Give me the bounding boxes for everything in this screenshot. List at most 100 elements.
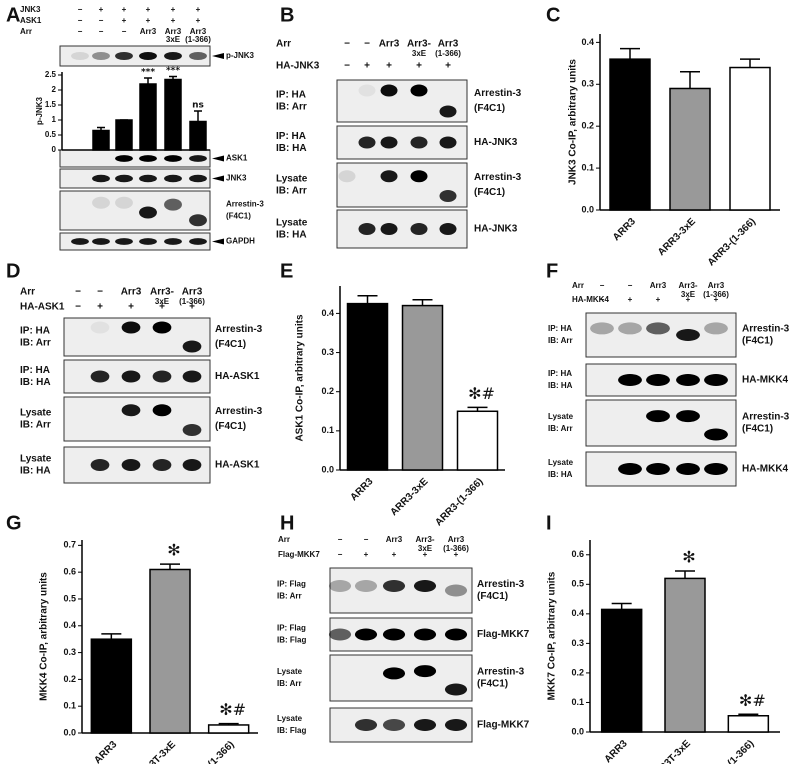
blot-strip — [585, 312, 737, 358]
lane-label: (1-366) — [185, 35, 211, 44]
lane-label: Arr3- — [407, 39, 431, 50]
row-left-label: IP: HA — [276, 90, 306, 101]
y-tick-label: 0.3 — [321, 347, 334, 357]
lane-label: + — [628, 295, 633, 304]
lane-label: − — [75, 287, 81, 298]
y-tick-label: 0.5 — [63, 593, 76, 603]
lane-label: Arr3 — [140, 27, 157, 36]
row-left-label: IP: Flag — [277, 624, 306, 633]
significance-label: *** — [166, 66, 180, 76]
blot-band — [328, 580, 352, 592]
lane-label: Arr3- — [678, 281, 697, 290]
lane-label: + — [364, 550, 369, 559]
band-arrow — [212, 175, 224, 182]
bar — [609, 58, 651, 211]
y-tick-label: 0.5 — [45, 130, 57, 139]
lane-label: + — [364, 61, 370, 72]
y-tick-label: 0.4 — [581, 37, 594, 47]
blot-band — [646, 322, 670, 335]
blot-band — [646, 463, 670, 475]
blot-band — [358, 223, 376, 235]
lane-label: + — [416, 61, 422, 72]
lane-label: − — [75, 302, 81, 313]
bar — [149, 568, 191, 734]
row-left-label: IB: Arr — [276, 102, 307, 113]
header-label: Arr — [572, 281, 584, 290]
blot-band — [410, 170, 428, 183]
row-left-label: IB: HA — [548, 470, 573, 479]
blot-band — [382, 580, 406, 592]
y-tick-label: 0.2 — [63, 674, 76, 684]
header-label: Flag-MKK7 — [278, 550, 320, 559]
blot-band — [115, 196, 133, 209]
lane-label: + — [128, 302, 134, 313]
blot-band — [704, 322, 728, 335]
lane-label: − — [78, 27, 83, 36]
blot-band — [115, 238, 133, 245]
lane-label: Arr3 — [650, 281, 667, 290]
y-tick-label: 2.5 — [45, 70, 57, 79]
row-right-label: Arrestin-3 — [215, 406, 263, 417]
blot-band — [439, 223, 457, 235]
row-left-label: IB: Arr — [276, 186, 307, 197]
lane-label: Arr3 — [165, 27, 182, 36]
lane-label: − — [122, 27, 127, 36]
blot-band — [413, 665, 437, 678]
bar — [189, 120, 207, 151]
blot-band — [152, 321, 172, 334]
blot-band — [182, 424, 202, 436]
panel-letter: I — [546, 512, 552, 534]
panel-letter: A — [6, 4, 20, 26]
blot-band — [618, 322, 642, 335]
x-tick-label: ARR3 — [611, 216, 638, 243]
blot-band — [354, 719, 378, 731]
lane-label: Arr3 — [438, 39, 459, 50]
blot-band — [410, 84, 428, 97]
row-left-label: IP: HA — [20, 326, 50, 337]
lane-label: + — [146, 5, 151, 14]
blot-band — [90, 321, 110, 334]
blot-band — [152, 404, 172, 417]
lane-label: 3xE — [418, 544, 433, 553]
blot-band — [90, 459, 110, 471]
lane-label: − — [344, 61, 350, 72]
lane-label: Arr3 — [386, 535, 403, 544]
blot-band — [410, 223, 428, 235]
blot-band — [704, 428, 728, 441]
blot-band — [618, 463, 642, 475]
panel-letter: F — [546, 260, 558, 282]
significance-label: ✻# — [219, 700, 246, 719]
lane-label: − — [97, 287, 103, 298]
row-right-label: p-JNK3 — [226, 51, 255, 60]
blot-strip — [59, 232, 211, 251]
x-tick-label: ARR3T-3xE — [132, 739, 178, 764]
lane-label: + — [97, 302, 103, 313]
blot-strip — [59, 45, 211, 67]
blot-band — [380, 170, 398, 183]
row-right-label: Arrestin-3 — [474, 88, 522, 99]
row-left-label: IB: Arr — [277, 592, 302, 601]
row-left-label: IB: Arr — [20, 420, 51, 431]
row-right-label: Arrestin-3 — [474, 172, 522, 183]
significance-label: ✻ — [682, 548, 695, 567]
significance-label: ✻# — [468, 384, 495, 403]
lane-label: 3xE — [166, 35, 181, 44]
row-left-label: Lysate — [276, 218, 308, 229]
blot-band — [139, 238, 157, 245]
blot-band — [139, 155, 157, 162]
lane-label: + — [686, 295, 691, 304]
bar — [456, 410, 499, 471]
blot-band — [382, 628, 406, 641]
row-right-label: HA-JNK3 — [474, 137, 518, 148]
x-tick-label: ARR3-(1-366) — [184, 739, 236, 764]
row-left-label: Lysate — [548, 458, 574, 467]
blot-band — [139, 174, 157, 183]
blot-band — [139, 52, 157, 60]
row-left-label: Lysate — [277, 667, 303, 676]
blot-band — [382, 667, 406, 680]
y-tick-label: 0.5 — [571, 579, 584, 589]
blot-band — [121, 370, 141, 383]
blot-band — [182, 459, 202, 471]
row-left-label: IP: Flag — [277, 580, 306, 589]
lane-label: Arr3 — [708, 281, 725, 290]
